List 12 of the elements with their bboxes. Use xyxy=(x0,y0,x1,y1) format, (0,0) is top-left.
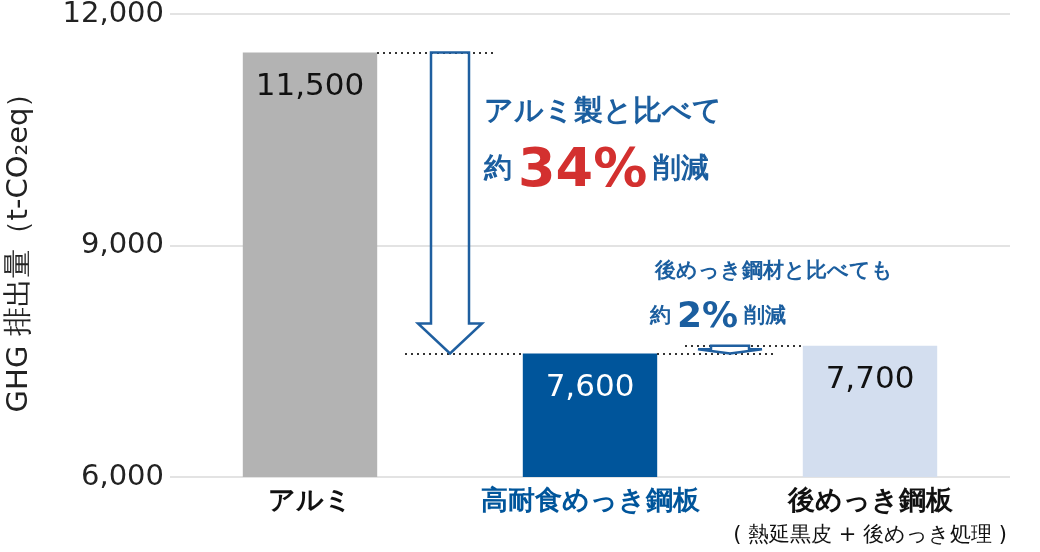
annotation: アルミ製と比べて xyxy=(484,93,722,128)
data-label: 7,700 xyxy=(825,358,915,395)
data-label: 7,600 xyxy=(545,366,635,403)
data-label: 11,500 xyxy=(255,65,365,102)
x-tick-label: 高耐食めっき鋼板 xyxy=(480,484,701,516)
y-tick-label: 12,000 xyxy=(62,0,164,29)
annotation: 後めっき鋼材と比べても xyxy=(655,257,893,282)
y-axis-title: GHG 排出量（t-CO₂eq） xyxy=(0,78,34,413)
y-tick-label: 9,000 xyxy=(80,226,164,261)
y-tick-label: 6,000 xyxy=(80,457,164,492)
x-tick-label: 後めっき鋼板 ( 熱延黒皮 + 後めっき処理 ) xyxy=(733,484,1007,547)
x-tick-label: アルミ xyxy=(268,484,352,516)
